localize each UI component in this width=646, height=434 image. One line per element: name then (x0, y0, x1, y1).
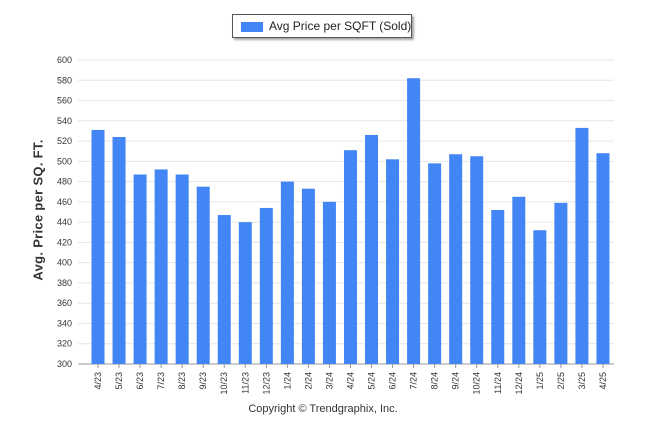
x-tick-label: 8/24 (430, 372, 440, 390)
bar-8-23 (175, 174, 189, 364)
y-tick-label: 560 (57, 96, 72, 106)
bar-4-23 (91, 129, 105, 364)
x-tick-label: 2/25 (556, 372, 566, 390)
y-tick-label: 440 (57, 217, 72, 227)
bar-11-24 (491, 209, 505, 364)
bar-8-24 (428, 163, 442, 364)
bar-9-23 (196, 186, 210, 364)
x-tick-labels: 4/23 5/23 6/23 7/23 8/23 9/23 10/23 11/23 12/23 1… (93, 372, 608, 395)
bar-4-24 (343, 150, 357, 364)
x-tick-label: 4/24 (345, 372, 355, 390)
bar-9-24 (449, 154, 463, 364)
bar-12-23 (259, 207, 273, 364)
bar-2-25 (554, 202, 568, 364)
legend: Avg Price per SQFT (Sold) (232, 14, 412, 38)
y-axis-title: Avg. Price per SQ. FT. (30, 139, 46, 281)
y-tick-label: 340 (57, 318, 72, 328)
x-tick-label: 7/23 (156, 372, 166, 390)
bar-6-24 (386, 159, 400, 364)
bar-7-24 (407, 78, 421, 365)
bar-2-24 (301, 188, 315, 364)
x-tick-label: 10/24 (472, 372, 482, 395)
y-tick-label: 380 (57, 278, 72, 288)
bar-5-23 (112, 137, 126, 364)
legend-label: Avg Price per SQFT (Sold) (269, 19, 412, 33)
x-tick-label: 3/25 (577, 372, 587, 390)
bar-1-24 (280, 181, 294, 364)
y-tick-label: 500 (57, 156, 72, 166)
bar-6-23 (133, 174, 147, 364)
bar-11-23 (238, 222, 252, 364)
x-tick-label: 3/24 (324, 372, 334, 390)
x-tick-label: 11/23 (240, 372, 250, 394)
x-tick-label: 12/24 (514, 372, 524, 395)
x-tick-label: 5/23 (114, 372, 124, 390)
y-tick-labels: 300 320 340 360 380 400 420 440 460 480 500 520 540 5… (57, 55, 72, 369)
y-tick-label: 320 (57, 339, 72, 349)
x-tick-label: 6/24 (388, 372, 398, 390)
bar-7-23 (154, 169, 168, 364)
bar-4-25 (596, 153, 610, 364)
x-tick-label: 11/24 (493, 372, 503, 394)
x-tick-label: 4/25 (598, 372, 608, 390)
x-tick-label: 5/24 (367, 372, 377, 390)
x-tick-label: 4/23 (93, 372, 103, 390)
y-tick-label: 420 (57, 237, 72, 247)
bar-3-25 (575, 127, 589, 364)
y-tick-label: 360 (57, 298, 72, 308)
x-tick-label: 2/24 (303, 372, 313, 390)
y-tick-label: 600 (57, 55, 72, 65)
y-tick-label: 460 (57, 197, 72, 207)
x-tick-label: 8/23 (177, 372, 187, 390)
bar-10-23 (217, 215, 231, 364)
x-tick-label: 6/23 (135, 372, 145, 390)
copyright-footer: Copyright © Trendgraphix, Inc. (248, 403, 398, 415)
x-tick-label: 12/23 (261, 372, 271, 395)
x-tick-label: 9/24 (451, 372, 461, 390)
bar-5-24 (365, 134, 379, 364)
y-tick-label: 400 (57, 258, 72, 268)
legend-swatch (241, 22, 263, 32)
y-tick-label: 540 (57, 116, 72, 126)
x-tick-label: 1/24 (282, 372, 292, 390)
y-tick-label: 580 (57, 75, 72, 85)
x-tick-label: 1/25 (535, 372, 545, 390)
y-tick-label: 300 (57, 359, 72, 369)
y-tick-label: 480 (57, 177, 72, 187)
x-tick-label: 7/24 (409, 372, 419, 390)
bar-3-24 (322, 201, 336, 364)
axes (78, 363, 614, 368)
bar-12-24 (512, 196, 526, 364)
x-tick-label: 10/23 (219, 372, 229, 395)
bar-1-25 (533, 230, 547, 364)
bar-series (91, 78, 610, 365)
y-tick-label: 520 (57, 136, 72, 146)
bar-10-24 (470, 156, 484, 364)
x-tick-label: 9/23 (198, 372, 208, 390)
